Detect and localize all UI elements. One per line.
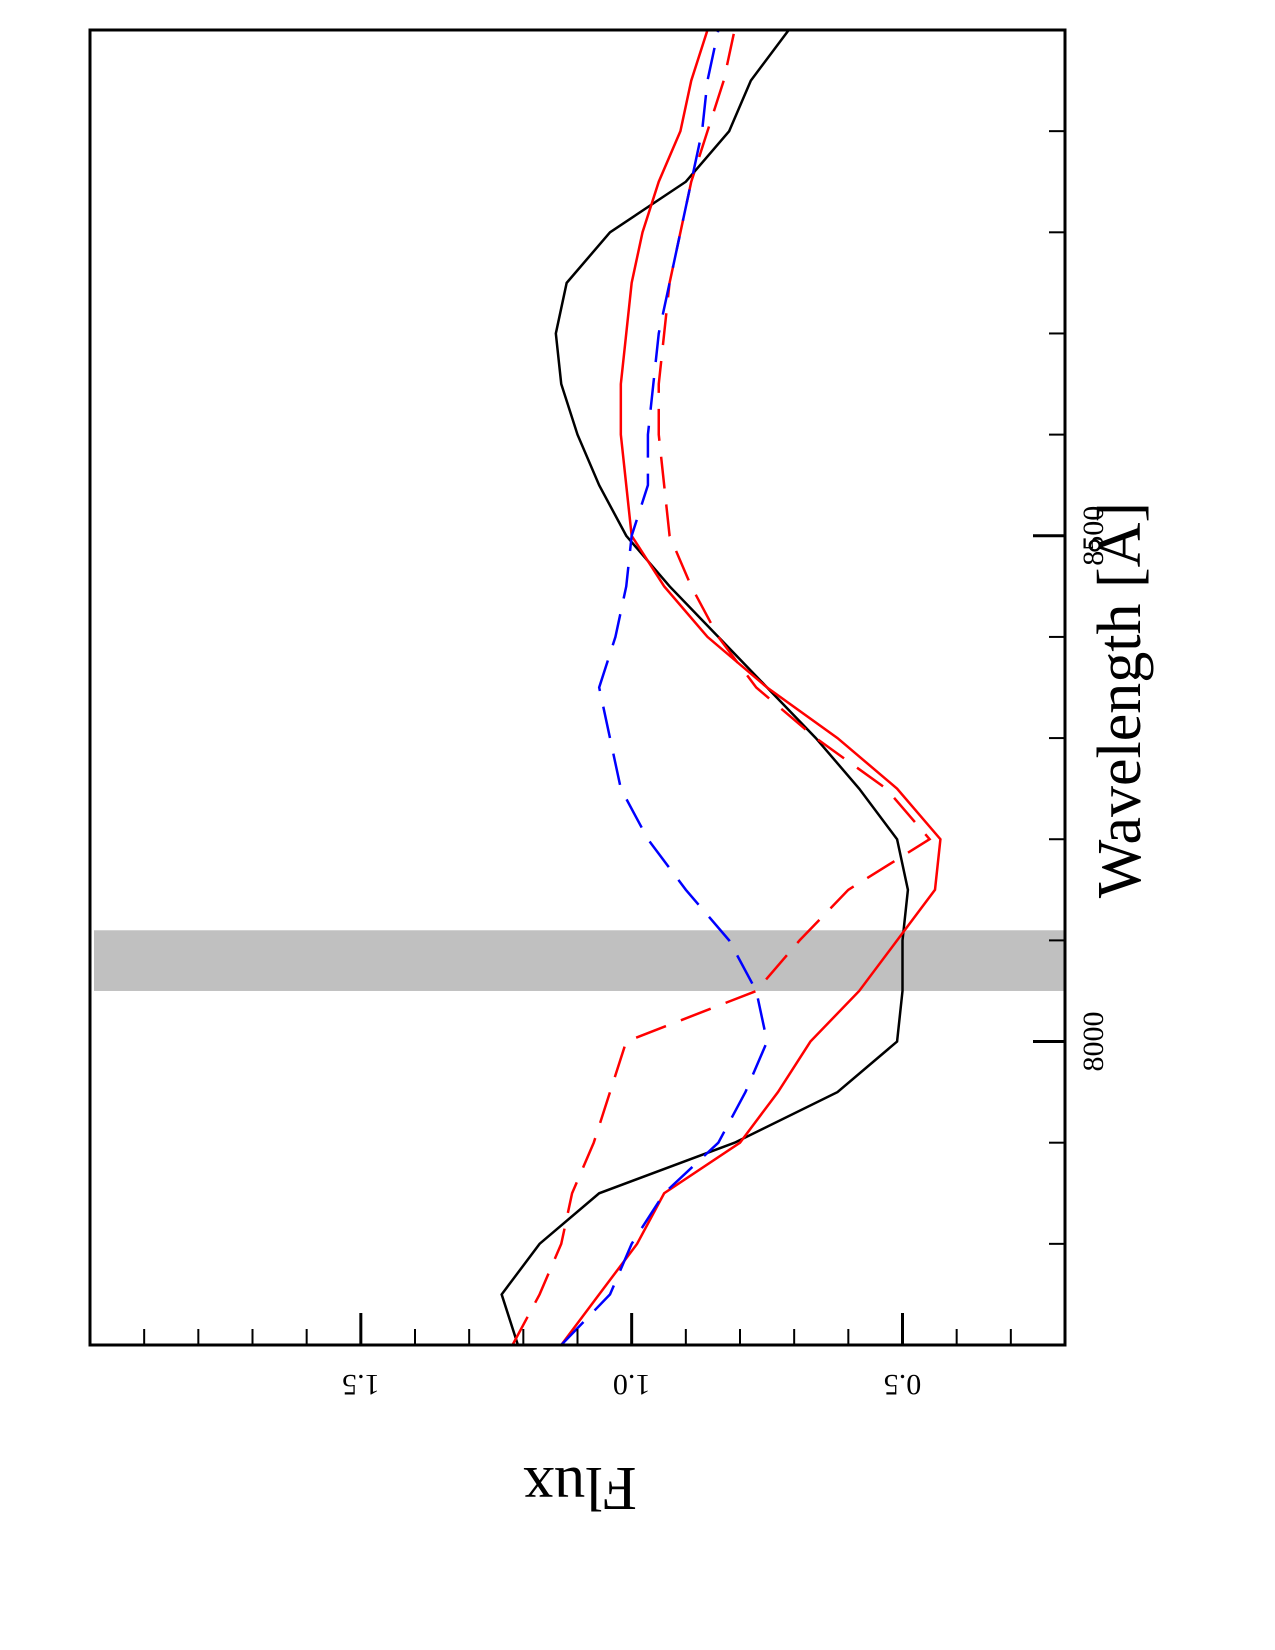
x-tick-label: 8000: [1077, 1012, 1110, 1072]
y-tick-label: 0.5: [884, 1368, 922, 1401]
data-line: [560, 29, 942, 1346]
data-line: [500, 29, 910, 1346]
data-line: [560, 29, 769, 1346]
y-tick-label: 1.0: [613, 1368, 651, 1401]
plot-frame: [88, 28, 1067, 1347]
x-axis-title: Wavelength [Å]: [1086, 502, 1154, 898]
y-axis-title: Flux: [523, 1454, 637, 1522]
x-tick-label: 8500: [1077, 506, 1110, 566]
highlight-band: [94, 930, 1065, 991]
y-tick-label: 1.5: [342, 1368, 380, 1401]
